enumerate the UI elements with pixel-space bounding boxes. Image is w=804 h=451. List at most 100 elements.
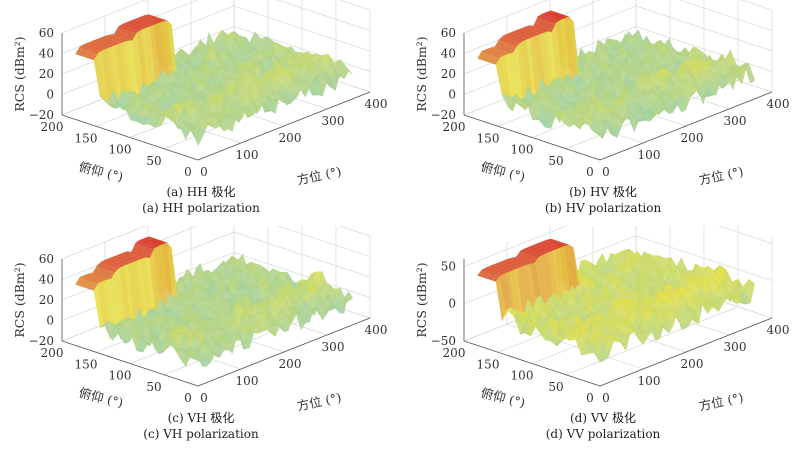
y-axis-label: 俯仰 (°): [479, 159, 526, 184]
y-axis-line: [463, 340, 601, 387]
panel-b: 0 100 200 300 400 0 50 100 150 200 −20 0 20 40 60 RCS (…: [402, 0, 804, 225]
x-tick-label: 400: [365, 323, 388, 337]
y-tick-label: 150: [75, 131, 98, 145]
x-axis-label: 方位 (°): [698, 390, 745, 411]
z-axis-label: RCS (dBm²): [12, 36, 27, 111]
x-tick-label: 0: [200, 165, 208, 179]
y-tick-label: 200: [443, 120, 466, 134]
x-axis-label: 方位 (°): [296, 390, 343, 411]
x-axis-line: [599, 317, 773, 387]
y-tick-label: 50: [548, 380, 563, 394]
x-tick-label: 0: [602, 165, 610, 179]
panel-d: 0 100 200 300 400 0 50 100 150 200 −50 0 50 RCS (dBm²…: [402, 226, 804, 451]
x-axis-line: [197, 317, 371, 387]
z-tick-label: 40: [441, 47, 456, 61]
y-tick-label: 50: [146, 154, 161, 168]
y-axis-line: [61, 340, 199, 387]
gridline-z: [463, 0, 773, 34]
y-tick-label: 0: [586, 391, 594, 405]
y-tick-label: 100: [109, 143, 132, 157]
gridline-y-floor: [565, 306, 739, 376]
surface-c: [75, 236, 354, 368]
x-tick-label: 100: [236, 148, 259, 162]
y-tick-label: 0: [184, 391, 192, 405]
y-tick-label: 50: [548, 154, 563, 168]
caption-en-b: (b) HV polarization: [544, 201, 662, 215]
surface-cell: [744, 63, 756, 84]
y-tick-label: 150: [477, 357, 500, 371]
x-tick-label: 100: [638, 148, 661, 162]
z-tick-label: 0: [448, 88, 456, 102]
z-tick-label: 60: [39, 252, 54, 266]
z-tick-label: 40: [39, 47, 54, 61]
x-tick-label: 300: [724, 114, 747, 128]
gridline-z: [61, 0, 371, 34]
z-tick-label: 60: [441, 26, 456, 40]
caption-en-d: (d) VV polarization: [545, 427, 661, 441]
x-tick-label: 0: [200, 391, 208, 405]
z-axis-label: RCS (dBm²): [414, 36, 429, 111]
y-axis-label: 俯仰 (°): [77, 159, 124, 184]
x-tick-label: 100: [236, 374, 259, 388]
panel-c: 0 100 200 300 400 0 50 100 150 200 −20 0 20 40 60 RCS (…: [0, 226, 402, 451]
x-axis-line: [197, 91, 371, 161]
x-axis-label: 方位 (°): [698, 164, 745, 185]
x-tick-label: 300: [322, 340, 345, 354]
x-tick-label: 400: [767, 323, 790, 337]
z-tick-label: 20: [441, 67, 456, 81]
y-axis-line: [61, 114, 199, 161]
gridline-z: [463, 226, 773, 267]
surface-d: [477, 238, 756, 363]
y-tick-label: 100: [511, 369, 534, 383]
y-axis-line: [463, 114, 601, 161]
surface-cell: [342, 291, 354, 303]
x-tick-label: 200: [279, 131, 302, 145]
caption-cn-b: (b) HV 极化: [569, 185, 637, 199]
y-tick-label: 0: [184, 165, 192, 179]
caption-en-a: (a) HH polarization: [142, 201, 260, 215]
surface-cell: [341, 66, 353, 75]
z-tick-label: 0: [46, 314, 54, 328]
y-tick-label: 0: [586, 165, 594, 179]
surface-b: [477, 10, 756, 140]
x-tick-label: 200: [681, 131, 704, 145]
x-tick-label: 300: [322, 114, 345, 128]
y-tick-label: 150: [75, 357, 98, 371]
z-tick-label: 40: [39, 273, 54, 287]
z-axis-label: RCS (dBm²): [414, 262, 429, 337]
y-axis-label: 俯仰 (°): [77, 385, 124, 410]
x-axis-line: [599, 91, 773, 161]
z-tick-label: 50: [441, 259, 456, 273]
caption-cn-d: (d) VV 极化: [569, 411, 636, 425]
z-tick-label: 0: [448, 297, 456, 311]
y-tick-label: 100: [511, 143, 534, 157]
y-tick-label: 200: [443, 346, 466, 360]
gridline-z: [61, 226, 371, 260]
x-tick-label: 0: [602, 391, 610, 405]
y-axis-label: 俯仰 (°): [479, 385, 526, 410]
surface-a: [75, 14, 353, 147]
y-tick-label: 150: [477, 131, 500, 145]
y-tick-label: 100: [109, 369, 132, 383]
z-axis-label: RCS (dBm²): [12, 262, 27, 337]
z-tick-label: −50: [431, 334, 456, 348]
z-tick-label: −20: [29, 108, 54, 122]
x-axis-label: 方位 (°): [296, 164, 343, 185]
z-tick-label: −20: [431, 108, 456, 122]
caption-en-c: (c) VH polarization: [143, 427, 259, 441]
y-tick-label: 200: [41, 120, 64, 134]
z-tick-label: 20: [39, 293, 54, 307]
surface-cell: [744, 278, 756, 304]
x-tick-label: 100: [638, 374, 661, 388]
x-tick-label: 200: [279, 357, 302, 371]
x-tick-label: 200: [681, 357, 704, 371]
z-tick-label: 0: [46, 88, 54, 102]
caption-cn-a: (a) HH 极化: [166, 185, 236, 199]
panel-a: 0 100 200 300 400 0 50 100 150 200 −20 0 20 40 60 RCS (…: [0, 0, 402, 225]
